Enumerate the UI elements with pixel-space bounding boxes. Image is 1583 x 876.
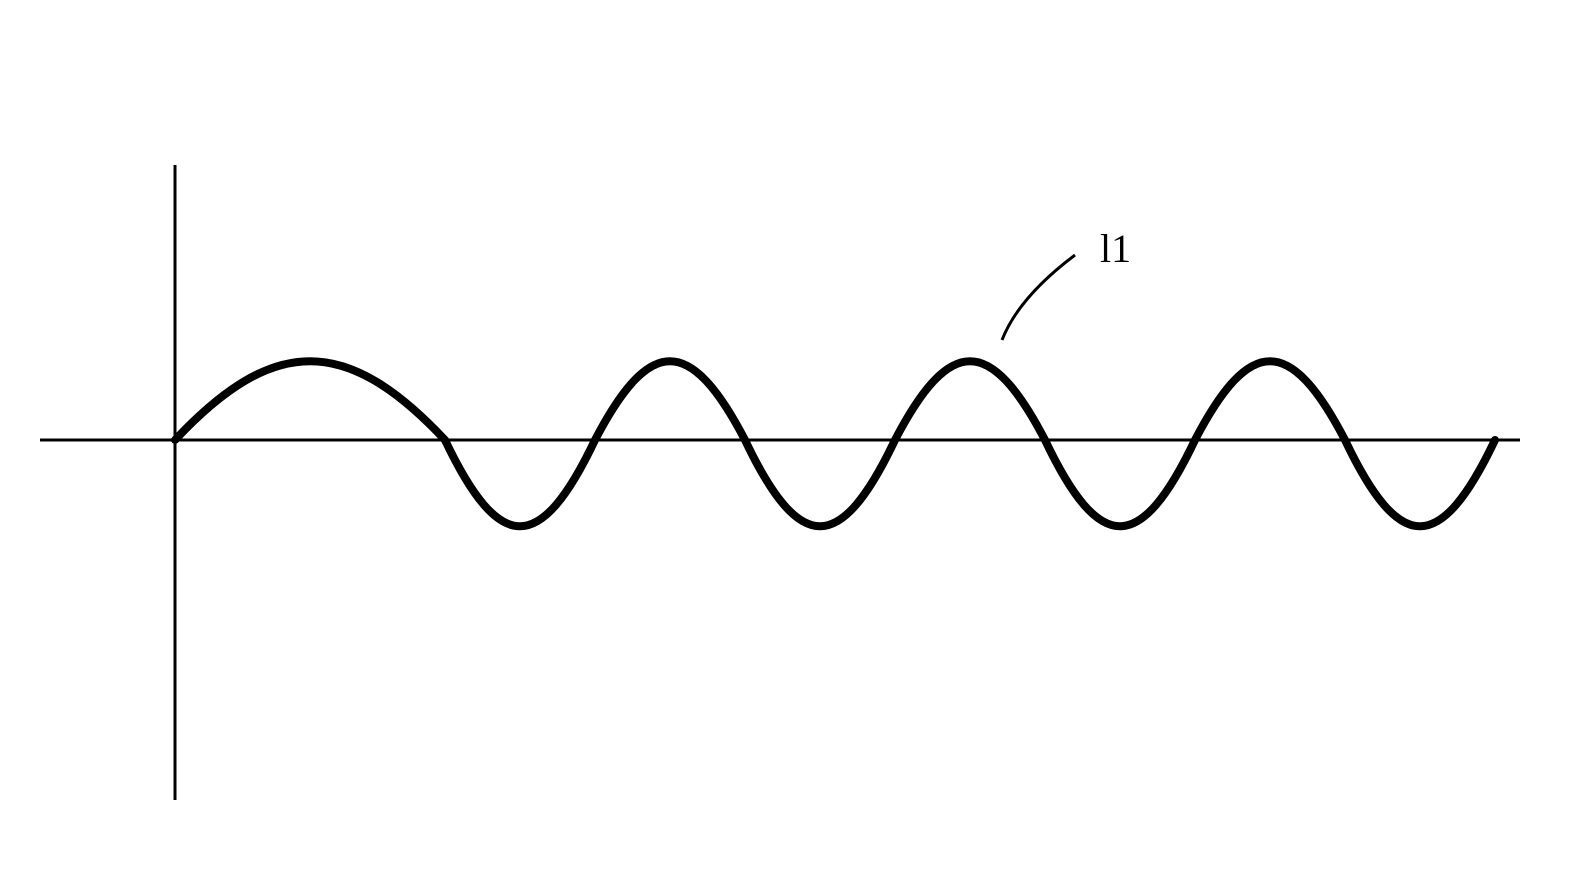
waveform-diagram (0, 0, 1583, 876)
wave-label-l1: l1 (1100, 225, 1131, 272)
